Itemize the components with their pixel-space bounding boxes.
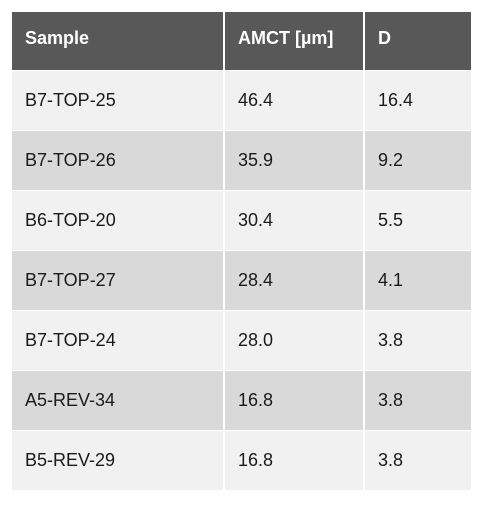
header-sample: Sample	[12, 12, 223, 71]
cell-amct: 30.4	[223, 191, 363, 251]
cell-sample: B7-TOP-26	[12, 131, 223, 191]
cell-d: 3.8	[363, 311, 471, 371]
cell-sample: B7-TOP-25	[12, 71, 223, 131]
table-row: A5-REV-34 16.8 3.8	[12, 371, 471, 431]
table-row: B7-TOP-24 28.0 3.8	[12, 311, 471, 371]
table-row: B7-TOP-27 28.4 4.1	[12, 251, 471, 311]
cell-amct: 28.4	[223, 251, 363, 311]
data-table: Sample AMCT [µm] D B7-TOP-25 46.4 16.4 B…	[12, 12, 471, 491]
header-d: D	[363, 12, 471, 71]
cell-amct: 46.4	[223, 71, 363, 131]
cell-amct: 35.9	[223, 131, 363, 191]
table-body: B7-TOP-25 46.4 16.4 B7-TOP-26 35.9 9.2 B…	[12, 71, 471, 491]
cell-sample: B7-TOP-27	[12, 251, 223, 311]
cell-d: 5.5	[363, 191, 471, 251]
table-header: Sample AMCT [µm] D	[12, 12, 471, 71]
table-row: B6-TOP-20 30.4 5.5	[12, 191, 471, 251]
cell-sample: B6-TOP-20	[12, 191, 223, 251]
table-row: B5-REV-29 16.8 3.8	[12, 431, 471, 491]
cell-sample: B7-TOP-24	[12, 311, 223, 371]
header-row: Sample AMCT [µm] D	[12, 12, 471, 71]
cell-amct: 28.0	[223, 311, 363, 371]
cell-d: 16.4	[363, 71, 471, 131]
table-row: B7-TOP-26 35.9 9.2	[12, 131, 471, 191]
cell-d: 9.2	[363, 131, 471, 191]
cell-d: 4.1	[363, 251, 471, 311]
cell-amct: 16.8	[223, 431, 363, 491]
cell-d: 3.8	[363, 431, 471, 491]
cell-sample: A5-REV-34	[12, 371, 223, 431]
cell-d: 3.8	[363, 371, 471, 431]
header-amct: AMCT [µm]	[223, 12, 363, 71]
cell-sample: B5-REV-29	[12, 431, 223, 491]
table-row: B7-TOP-25 46.4 16.4	[12, 71, 471, 131]
cell-amct: 16.8	[223, 371, 363, 431]
